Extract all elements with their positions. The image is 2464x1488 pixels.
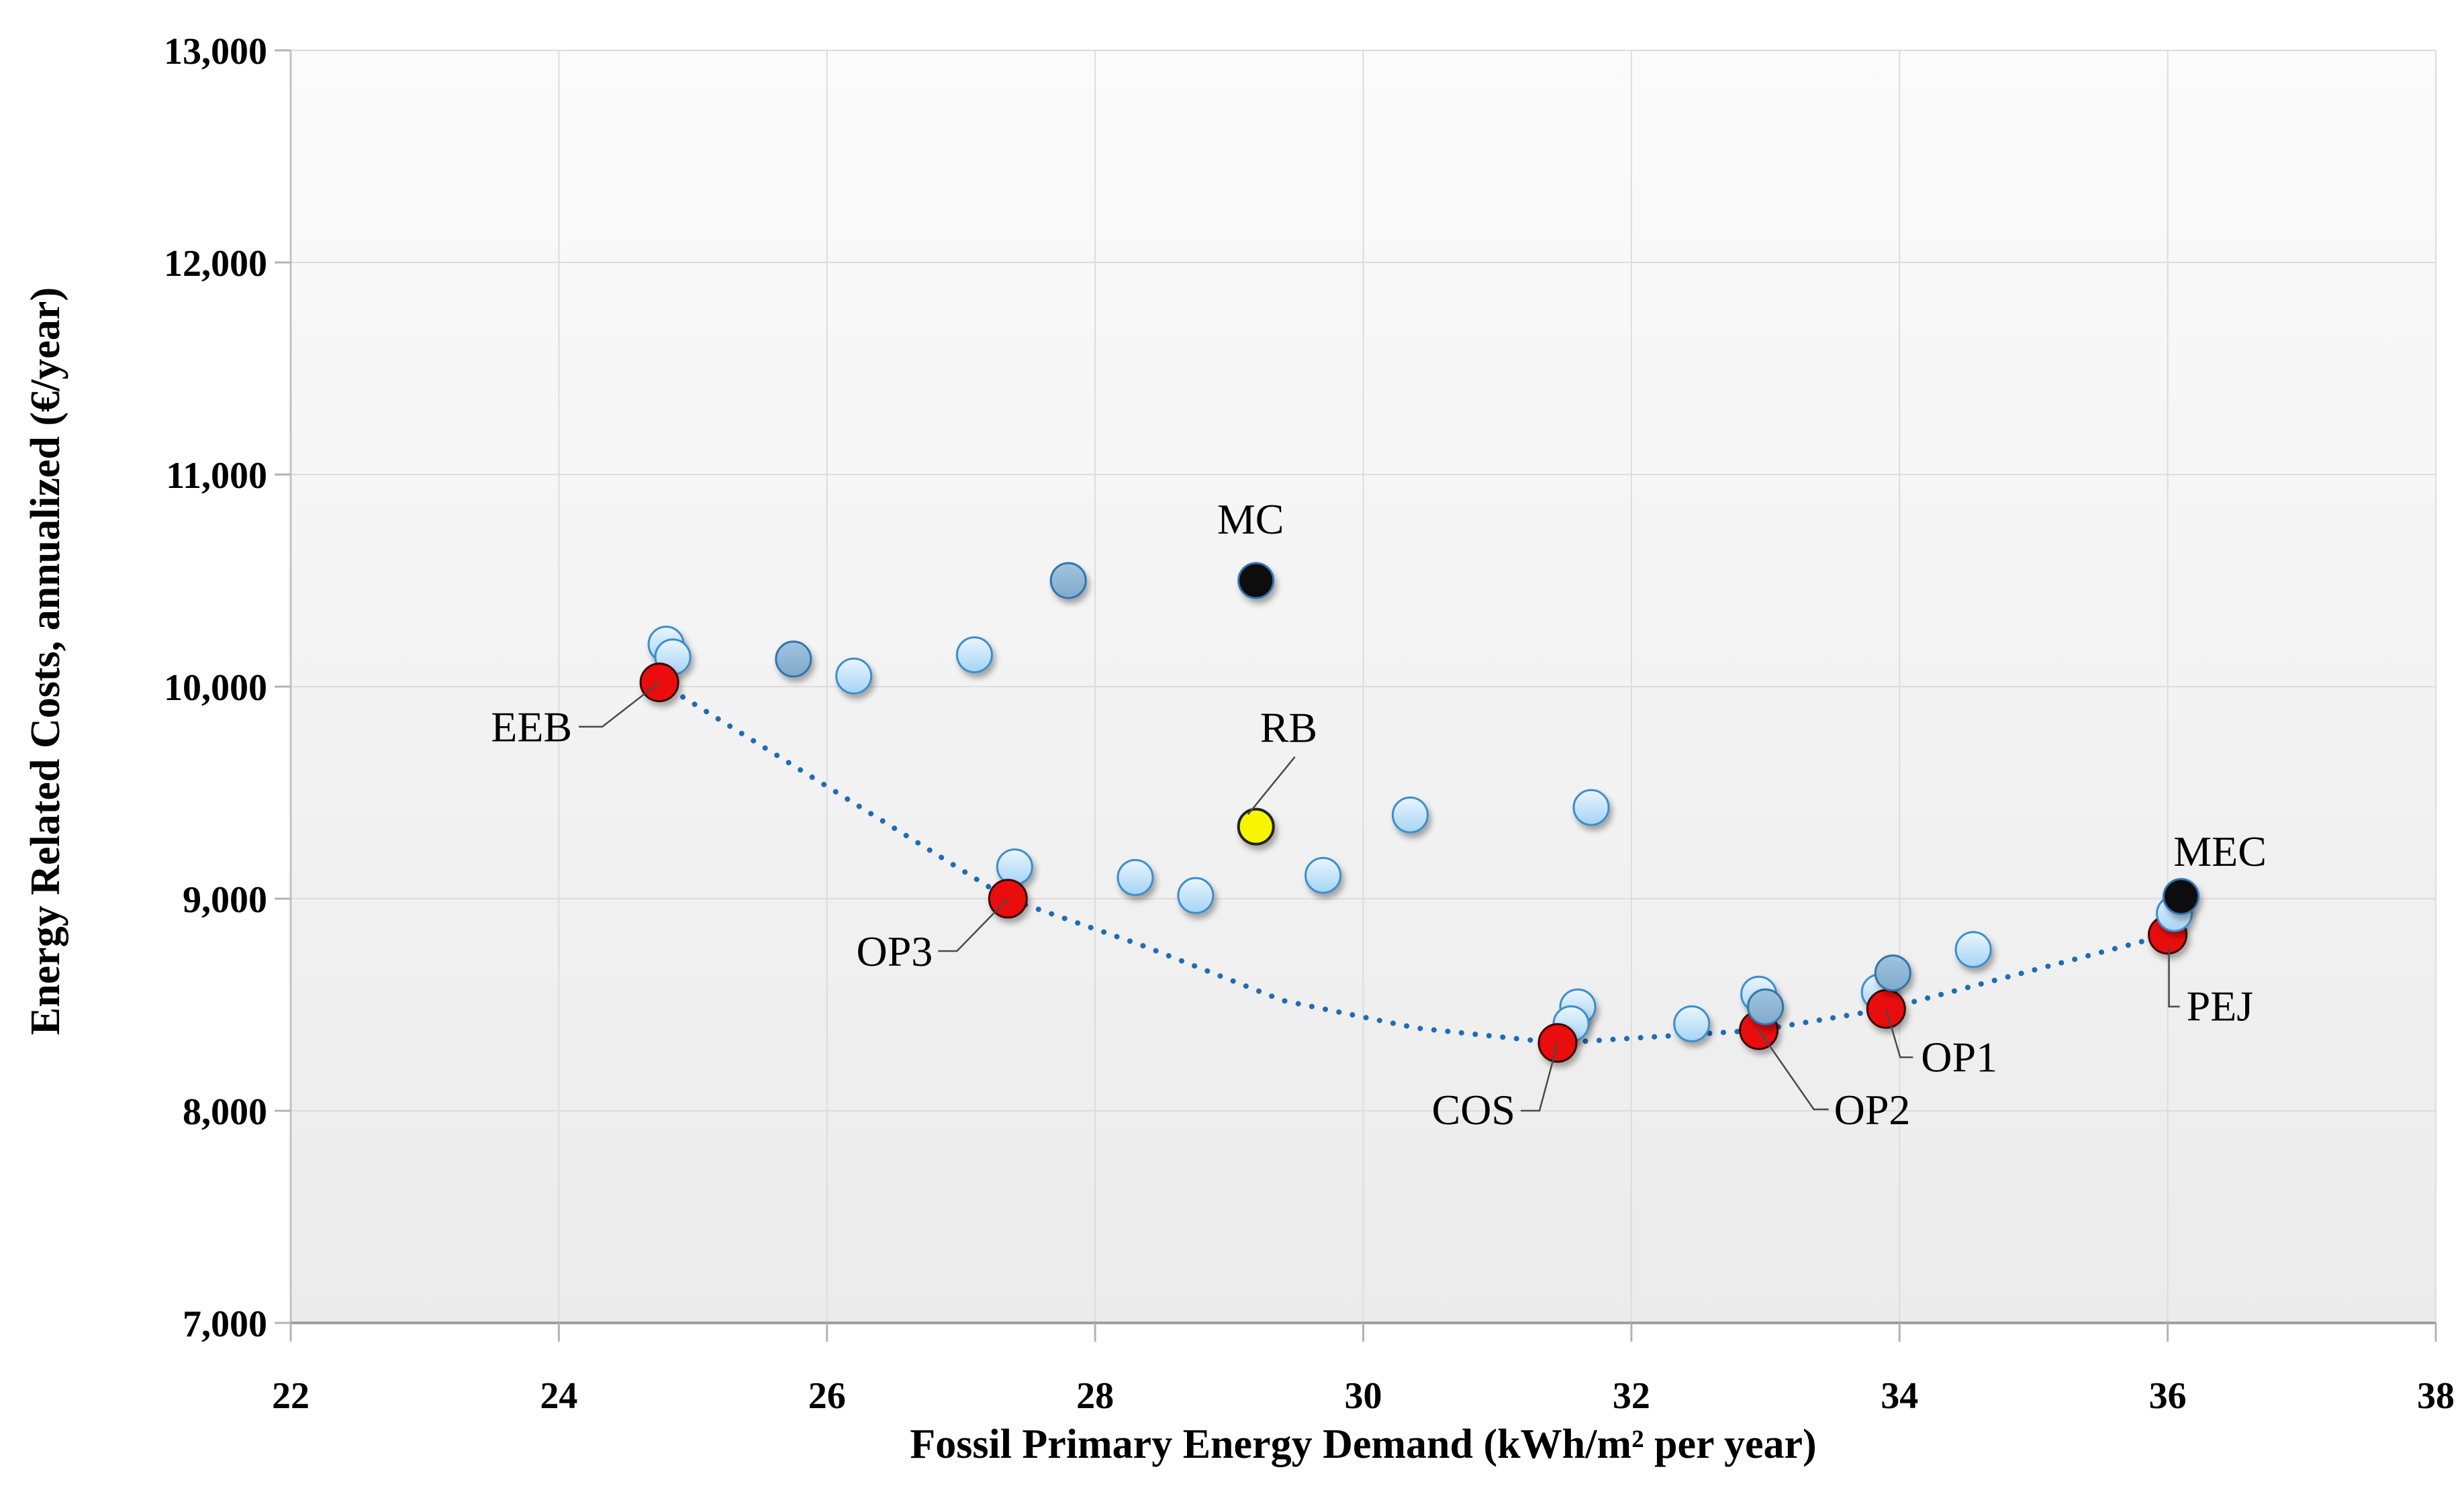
point-dark bbox=[1874, 954, 1911, 992]
y-tick-label: 13,000 bbox=[164, 31, 267, 72]
x-tick-label: 24 bbox=[540, 1375, 577, 1417]
point-eeb bbox=[639, 662, 679, 703]
point-label-pej: PEJ bbox=[2187, 983, 2254, 1030]
y-tick-label: 7,000 bbox=[183, 1303, 267, 1345]
x-tick-label: 32 bbox=[1613, 1375, 1650, 1417]
point-light bbox=[1177, 877, 1215, 914]
x-tick-label: 26 bbox=[808, 1375, 846, 1417]
y-axis-title: Energy Related Costs, annualized (€/year… bbox=[23, 287, 68, 1035]
y-tick-label: 9,000 bbox=[183, 879, 267, 921]
point-light bbox=[996, 848, 1033, 886]
point-label-mec: MEC bbox=[2173, 828, 2267, 875]
point-mc bbox=[1237, 562, 1275, 599]
leader-line-op2 bbox=[1758, 1030, 1829, 1111]
x-tick-label: 38 bbox=[2417, 1375, 2455, 1417]
point-light bbox=[1305, 856, 1342, 894]
point-dark bbox=[1747, 988, 1785, 1026]
point-label-op2: OP2 bbox=[1834, 1086, 1911, 1134]
point-light bbox=[1117, 858, 1154, 896]
point-label-op1: OP1 bbox=[1921, 1033, 1997, 1081]
point-label-eeb: EEB bbox=[491, 703, 572, 751]
point-light bbox=[835, 657, 873, 695]
leader-line-pej bbox=[2168, 946, 2180, 1007]
x-tick-label: 34 bbox=[1881, 1375, 1918, 1417]
point-light bbox=[955, 636, 993, 674]
leader-line-op1 bbox=[1885, 1008, 1913, 1058]
point-label-rb: RB bbox=[1260, 704, 1317, 752]
tick-labels: 22 24 26 28 30 32 34 36 38 7,000 8,000 9,000 10,000 1… bbox=[164, 31, 2455, 1417]
point-light bbox=[1954, 931, 1992, 969]
point-label-op3: OP3 bbox=[856, 928, 933, 975]
y-tick-label: 12,000 bbox=[164, 243, 267, 285]
point-light bbox=[1572, 789, 1610, 826]
point-label-mc: MC bbox=[1217, 495, 1284, 543]
y-tick-label: 8,000 bbox=[183, 1091, 267, 1133]
point-mec bbox=[2163, 878, 2200, 915]
point-dark bbox=[775, 640, 812, 678]
gridlines bbox=[291, 50, 2436, 1323]
pareto-dotted-line bbox=[657, 679, 2171, 1046]
leader-line-op3 bbox=[938, 898, 1009, 952]
point-light bbox=[1673, 1005, 1711, 1042]
leader-line-eeb bbox=[579, 681, 660, 728]
x-tick-label: 28 bbox=[1076, 1375, 1114, 1417]
x-axis-title: Fossil Primary Energy Demand (kWh/m² per… bbox=[910, 1422, 1816, 1467]
x-tick-label: 30 bbox=[1345, 1375, 1382, 1417]
point-label-cos: COS bbox=[1432, 1086, 1516, 1134]
leader-line-cos bbox=[1521, 1042, 1559, 1112]
point-light bbox=[1391, 796, 1429, 834]
y-tick-label: 11,000 bbox=[166, 455, 267, 497]
tick-marks bbox=[275, 49, 2437, 1342]
point-dark bbox=[1049, 562, 1087, 599]
x-tick-label: 22 bbox=[272, 1375, 310, 1417]
y-tick-label: 10,000 bbox=[164, 667, 267, 709]
point-rb bbox=[1237, 807, 1275, 846]
leader-line-rb bbox=[1247, 756, 1296, 815]
x-tick-label: 36 bbox=[2149, 1375, 2187, 1417]
